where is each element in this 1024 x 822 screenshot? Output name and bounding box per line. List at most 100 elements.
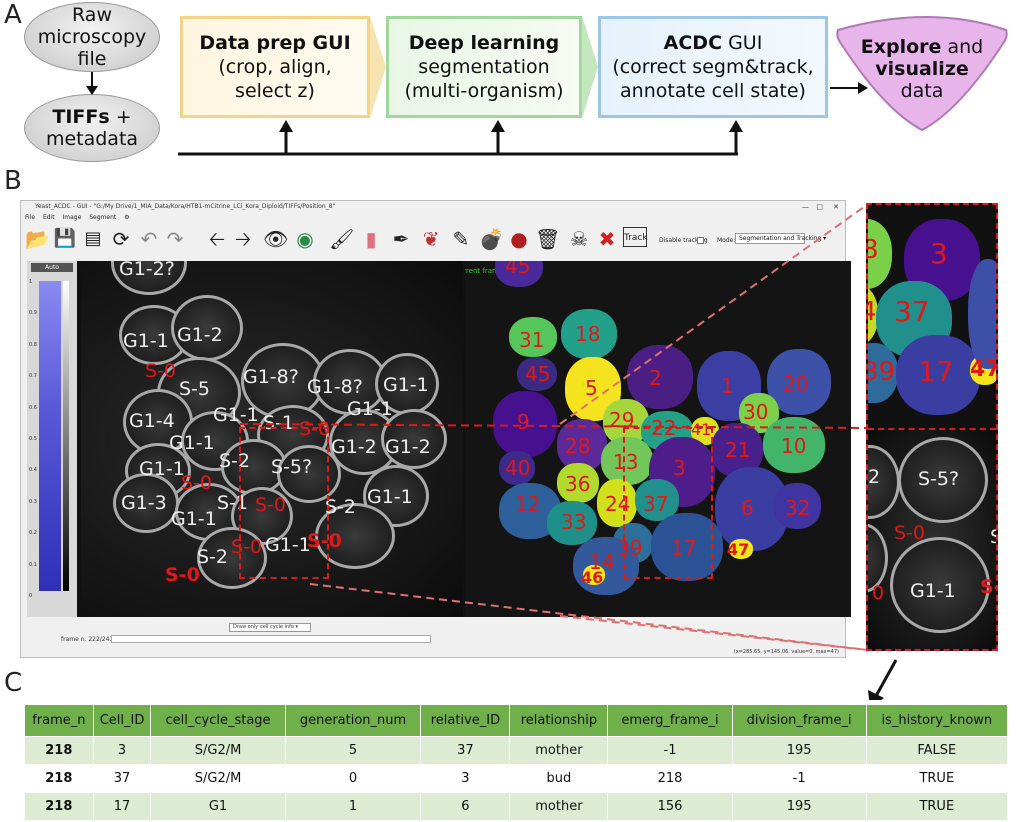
table-cell: 156 bbox=[607, 792, 733, 821]
table-cell: mother bbox=[509, 736, 609, 765]
maximize-icon[interactable]: □ bbox=[816, 203, 823, 211]
cell-label: G1-8? bbox=[243, 366, 299, 388]
zoom-segment-id: 37 bbox=[894, 295, 930, 328]
cell-label: G1-2 bbox=[385, 436, 431, 458]
tray-icon[interactable]: ▤ bbox=[84, 228, 102, 249]
segment-id: 5 bbox=[585, 376, 598, 400]
open-folder-icon[interactable]: 📂 bbox=[25, 227, 50, 251]
level-slider[interactable] bbox=[63, 281, 69, 591]
arrow-left-icon[interactable]: 🡠 bbox=[208, 227, 226, 251]
delete-x-icon[interactable]: ✖ bbox=[598, 227, 616, 251]
menu-edit[interactable]: Edit bbox=[42, 214, 55, 221]
segment-id: 18 bbox=[575, 322, 601, 346]
column-header: relationship bbox=[509, 704, 609, 737]
raw-file-line3: file bbox=[77, 48, 107, 70]
acdc-gui-text: GUI bbox=[722, 32, 763, 54]
explore-visualize-node bbox=[836, 16, 1008, 132]
arrow-up-icon bbox=[491, 120, 505, 132]
track-icon[interactable]: Track bbox=[623, 227, 648, 247]
frame-label: frame n. 222/241 bbox=[61, 636, 114, 643]
image-view-area: Auto 1 0.9 0.8 0.7 0.6 0.5 0.4 0.3 0.2 0.1 0 bbox=[27, 261, 851, 617]
cell-label: G1-4 bbox=[129, 410, 175, 432]
toolbar: 📂 💾 ▤ ⟳ ↶ ↷ 🡠 🡢 👁 ◉ 🖌 ▮ ✒ ❦ ✎ 💣 ● 🗑 ☠ ✖ … bbox=[23, 223, 843, 257]
tombstone-icon[interactable]: ☠ bbox=[570, 227, 588, 251]
table-cell: -1 bbox=[731, 764, 867, 793]
slider-ticks: 1 0.9 0.8 0.7 0.6 0.5 0.4 0.3 0.2 0.1 0 bbox=[29, 279, 37, 599]
acdc-line2: (correct segm&track, bbox=[612, 56, 814, 78]
column-header: is_history_known bbox=[865, 704, 1009, 737]
tiffs-metadata-node: TIFFs + metadata bbox=[24, 94, 160, 162]
zoom-cell-label: S-0 bbox=[980, 576, 996, 598]
pen-icon[interactable]: ✒ bbox=[392, 227, 410, 251]
auto-button[interactable]: Auto bbox=[31, 263, 73, 272]
menu-segment[interactable]: Segment bbox=[89, 214, 117, 221]
cell-label: S-2 bbox=[219, 450, 251, 472]
table-cell: 218 bbox=[607, 764, 733, 793]
trash-icon[interactable]: 🗑 bbox=[535, 227, 561, 251]
column-header: relative_ID bbox=[420, 704, 511, 737]
zoom-region-box bbox=[623, 427, 713, 579]
edit-icon[interactable]: ✎ bbox=[452, 227, 470, 251]
segment-id: 13 bbox=[613, 450, 639, 474]
eraser-icon[interactable]: ▮ bbox=[365, 227, 377, 251]
save-icon[interactable]: 💾 bbox=[53, 228, 77, 249]
arrow-up-icon bbox=[729, 120, 743, 132]
deep-learning-box: Deep learning segmentation (multi-organi… bbox=[386, 16, 582, 118]
bomb-icon[interactable]: 💣 bbox=[479, 227, 504, 251]
status-bar: Draw only cell cycle info ▾ frame n. 222… bbox=[21, 621, 845, 659]
curve-icon[interactable]: ❦ bbox=[422, 227, 440, 251]
zoom-cell-label: S-0 bbox=[894, 522, 926, 544]
disable-tracking-checkbox[interactable] bbox=[697, 237, 704, 244]
zoom-segment-id: 8 bbox=[868, 237, 879, 263]
contrast-sidebar: Auto 1 0.9 0.8 0.7 0.6 0.5 0.4 0.3 0.2 0.1 0 bbox=[27, 261, 77, 617]
table-row: 218 3 S/G2/M 5 37 mother -1 195 FALSE bbox=[24, 736, 1009, 765]
menu-settings[interactable]: ⚙ bbox=[124, 214, 130, 221]
table-cell: S/G2/M bbox=[150, 736, 286, 765]
cell-label: S-0 bbox=[145, 360, 177, 382]
arrow-right-icon bbox=[858, 82, 868, 94]
cell-label: G1-3 bbox=[121, 492, 167, 514]
tiffs-plus: + bbox=[109, 106, 132, 128]
draw-mode-select[interactable]: Draw only cell cycle info ▾ bbox=[229, 623, 311, 632]
menu-image[interactable]: Image bbox=[62, 214, 82, 221]
explore-data: data bbox=[900, 80, 944, 102]
minimize-icon[interactable]: — bbox=[802, 203, 809, 211]
table-cell: 37 bbox=[92, 764, 152, 793]
table-cell: -1 bbox=[607, 736, 733, 765]
table-header-row: frame_n Cell_ID cell_cycle_stage generat… bbox=[24, 704, 1009, 737]
undo-icon[interactable]: ↶ bbox=[140, 227, 158, 251]
zoom-separator bbox=[868, 428, 996, 430]
table-cell: 218 bbox=[24, 792, 94, 821]
panel-label-a: A bbox=[4, 0, 22, 30]
draw-mode-value: Draw only cell cycle info bbox=[233, 624, 294, 630]
eye-icon[interactable]: 👁 bbox=[263, 227, 289, 251]
table-row: 218 17 G1 1 6 mother 156 195 TRUE bbox=[24, 792, 1009, 821]
menu-file[interactable]: File bbox=[25, 214, 36, 221]
acdc-line3: annotate cell state) bbox=[620, 80, 806, 102]
close-icon[interactable]: ✕ bbox=[833, 203, 839, 211]
panel-a-connectors bbox=[86, 16, 1008, 156]
ring-icon[interactable]: ◉ bbox=[296, 227, 314, 251]
table-cell: 195 bbox=[731, 736, 867, 765]
brush-icon[interactable]: 🖌 bbox=[329, 227, 355, 251]
raw-file-line1: Raw bbox=[72, 4, 112, 26]
cell-label: S-5? bbox=[271, 456, 313, 478]
cell-label: G1-2 bbox=[331, 436, 377, 458]
table-cell: 37 bbox=[420, 736, 511, 765]
chevron-arrow-1 bbox=[370, 16, 386, 118]
bomb-red-icon[interactable]: ● bbox=[510, 227, 528, 251]
segment-id: 28 bbox=[565, 434, 591, 458]
histogram-bar bbox=[39, 281, 61, 591]
column-header: division_frame_i bbox=[731, 704, 867, 737]
frame-slider[interactable] bbox=[111, 635, 431, 643]
phase-contrast-image: G1-2? G1-1 G1-2 S-0 S-5 G1-8? G1-8? G1-1… bbox=[81, 261, 463, 617]
redo-icon[interactable]: ↷ bbox=[166, 227, 184, 251]
zoom-cell-label: S bbox=[990, 527, 996, 547]
table-cell: mother bbox=[509, 792, 609, 821]
raw-microscopy-file-node: Raw microscopy file bbox=[24, 2, 160, 72]
arrow-right-icon[interactable]: 🡢 bbox=[234, 227, 252, 251]
reload-icon[interactable]: ⟳ bbox=[112, 227, 130, 251]
segment-id: 32 bbox=[785, 496, 811, 520]
visualize-bold: visualize bbox=[875, 58, 969, 80]
raw-file-line2: microscopy bbox=[37, 26, 147, 48]
